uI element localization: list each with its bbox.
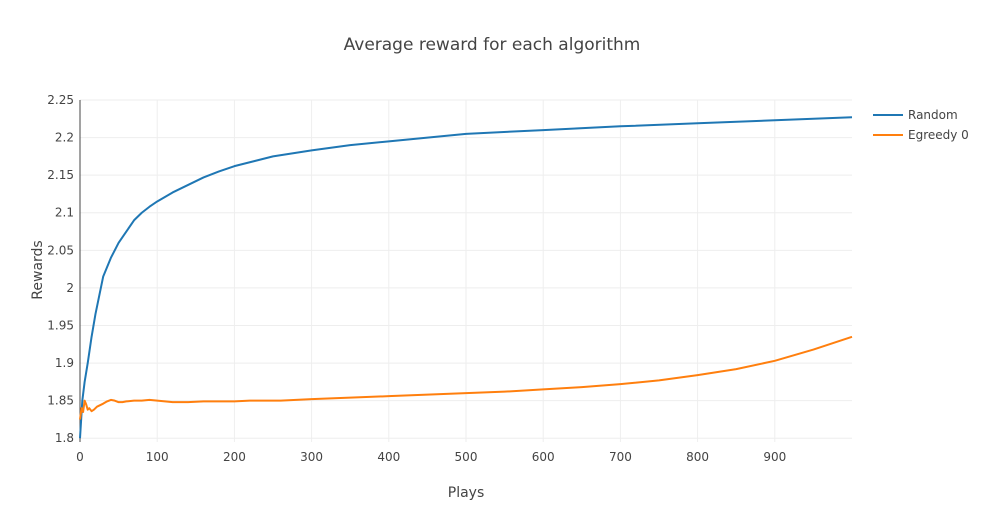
x-tick-label: 400 xyxy=(377,450,400,464)
y-axis-ticks: 1.8 1.85 1.9 1.95 2 2.05 2.1 2.15 2.2 2.25 xyxy=(47,93,74,445)
y-tick-label: 1.8 xyxy=(55,431,74,445)
x-tick-label: 900 xyxy=(763,450,786,464)
x-tick-label: 300 xyxy=(300,450,323,464)
x-tick-label: 200 xyxy=(223,450,246,464)
grid xyxy=(80,99,852,442)
series-layer xyxy=(79,116,853,439)
x-tick-label: 500 xyxy=(455,450,478,464)
legend: Random Egreedy 0 xyxy=(873,108,969,142)
x-tick-label: 100 xyxy=(146,450,169,464)
y-tick-label: 2 xyxy=(66,281,74,295)
y-tick-label: 1.85 xyxy=(47,394,74,408)
x-tick-label: 600 xyxy=(532,450,555,464)
y-tick-label: 2.2 xyxy=(55,131,74,145)
y-tick-label: 2.15 xyxy=(47,168,74,182)
x-axis-ticks: 0 100 200 300 400 500 600 700 800 900 xyxy=(76,450,786,464)
x-axis-title: Plays xyxy=(448,485,485,501)
y-tick-label: 2.25 xyxy=(47,93,74,107)
y-tick-label: 1.9 xyxy=(55,356,74,370)
series-line-0 xyxy=(79,116,853,439)
y-tick-label: 1.95 xyxy=(47,318,74,332)
y-tick-label: 2.05 xyxy=(47,243,74,257)
series-line-1 xyxy=(79,335,853,420)
x-tick-label: 800 xyxy=(686,450,709,464)
legend-label: Random xyxy=(908,108,958,122)
y-axis-title: Rewards xyxy=(30,240,46,299)
chart-title: Average reward for each algorithm xyxy=(344,35,641,55)
y-tick-label: 2.1 xyxy=(55,206,74,220)
x-tick-label: 700 xyxy=(609,450,632,464)
legend-label: Egreedy 0 xyxy=(908,128,969,142)
x-tick-label: 0 xyxy=(76,450,84,464)
